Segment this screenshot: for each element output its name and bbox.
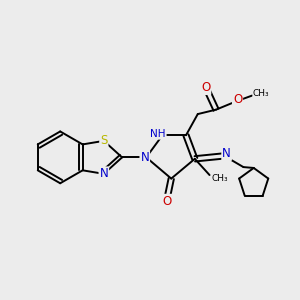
Text: N: N xyxy=(140,151,149,164)
Text: O: O xyxy=(162,195,172,208)
Text: N: N xyxy=(222,147,231,160)
Text: N: N xyxy=(100,167,108,180)
Text: O: O xyxy=(233,93,242,106)
Text: CH₃: CH₃ xyxy=(212,174,229,183)
Text: O: O xyxy=(201,81,210,94)
Text: NH: NH xyxy=(150,129,166,139)
Text: CH₃: CH₃ xyxy=(253,89,269,98)
Text: S: S xyxy=(100,134,107,147)
